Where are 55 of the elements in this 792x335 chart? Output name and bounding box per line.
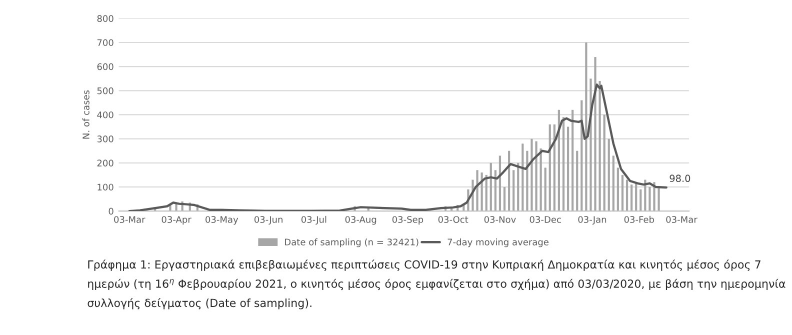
bar: [585, 42, 588, 212]
y-tick-label: 0: [108, 208, 114, 215]
x-tick-label: 03-May: [206, 216, 238, 225]
bar: [540, 148, 542, 212]
bar: [566, 126, 570, 212]
x-tick-label: 03-Mar: [666, 216, 698, 223]
text: Γράφημα 1: Εργαστηριακά επιβεβαιωμένες περιπτώσεις COVID-19 στην Κυπριακή Δημοκρατία και κινητός μέσος όρος 7 ημερών (τη 16$^{η}$ Φεβρουαρίου 2021, ο κινητός μέσος όρος εμφανίζεται στο σχήμα) από 03/03/2020, με βάση την ημερομηνία συλλογής δείγματος (Date of sampling).: [88, 260, 786, 310]
legend-label: Date of sampling (n = 32421): [285, 238, 418, 248]
x-tick-label: 03-Nov: [484, 216, 516, 223]
x-tick-label: 03-Jan: [578, 216, 606, 225]
bar: [653, 182, 656, 212]
bar: [503, 186, 506, 212]
bar: [512, 170, 515, 212]
x-tick-label: 03-Feb: [624, 216, 654, 223]
x-tick-label: 03-Aug: [345, 216, 376, 225]
line-series: [128, 84, 668, 212]
bar: [594, 56, 596, 212]
bar: [476, 170, 478, 212]
bar: [576, 150, 578, 212]
bar: [640, 189, 642, 212]
y-tick-label: 500: [97, 87, 114, 94]
y-tick-label: 600: [97, 63, 114, 70]
x-tick-label: 03-Jun: [254, 216, 282, 225]
y-tick-label: 800: [97, 15, 114, 22]
bar: [522, 144, 524, 212]
x-tick-label: 03-Mar: [114, 216, 146, 223]
bar: [648, 186, 651, 212]
bar: [526, 150, 528, 212]
bar: [616, 168, 620, 212]
bar: [544, 168, 546, 212]
bar: [658, 188, 660, 212]
y-tick-label: 100: [98, 184, 114, 191]
bar: [626, 180, 628, 212]
x-tick-label: 03-Oct: [438, 216, 468, 223]
bar: [621, 174, 624, 212]
y-tick-label: 700: [97, 39, 114, 46]
y-tick-label: 200: [97, 160, 114, 166]
y-tick-label: 300: [97, 136, 114, 142]
x-tick-label: 03-Sep: [392, 216, 424, 225]
bar: [535, 141, 538, 212]
y-tick-label: 400: [97, 111, 114, 118]
bar: [612, 156, 614, 212]
bar: [630, 184, 633, 212]
bar: [572, 110, 574, 212]
bar: [603, 114, 606, 212]
annotation: 98.0: [670, 174, 690, 182]
legend-label: 7-day moving average: [448, 238, 548, 248]
bar: [608, 138, 610, 212]
x-tick-label: 03-Jul: [301, 216, 326, 225]
y-axis-title: N. of cases: [82, 90, 90, 139]
bar: [598, 81, 601, 212]
bar: [530, 138, 533, 212]
bar: [562, 117, 565, 212]
x-tick-label: 03-Dec: [530, 216, 561, 223]
x-tick-label: 03-Apr: [162, 216, 192, 225]
